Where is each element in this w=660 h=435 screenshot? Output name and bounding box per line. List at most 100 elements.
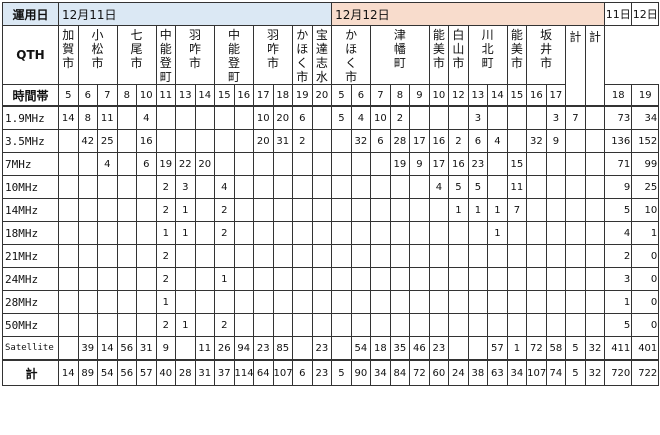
band-label: 24MHz: [2, 267, 59, 291]
qso-count-cell: [77, 221, 98, 245]
qso-count-cell: 1: [448, 198, 469, 222]
qso-count-cell: 23: [311, 359, 333, 386]
qso-count-cell: [233, 105, 254, 130]
qth-cell: 小松市: [77, 25, 118, 85]
qso-count-cell: [428, 221, 450, 245]
band-row: 18MHz 1 1 2 1 4 1: [2, 221, 660, 245]
qso-count-cell: [409, 290, 430, 314]
qth-name: 宝達志水: [315, 28, 328, 84]
hour-cell: 6: [350, 84, 372, 107]
qso-count-cell: [331, 152, 352, 176]
qso-count-cell: 17: [409, 129, 430, 153]
qso-count-cell: 3: [467, 105, 489, 130]
qso-count-cell: [311, 129, 333, 153]
qso-count-cell: [584, 175, 606, 199]
qso-count-cell: [194, 175, 215, 199]
qso-count-cell: [194, 313, 215, 337]
qso-count-cell: 58: [545, 336, 567, 361]
qth-cell: 白山市: [448, 25, 469, 85]
qso-count-cell: [194, 105, 215, 130]
qso-count-cell: 1: [214, 267, 235, 291]
hour-cell: 9: [409, 84, 430, 107]
qso-count-cell: 34: [370, 359, 391, 386]
hour-row: 時間帯 5 6 7 8 10 11 13 14 15 16 17 18 19 20 5 6 7 8 9 10 12 13 1…: [2, 84, 660, 107]
qso-count-cell: [58, 152, 79, 176]
qso-count-cell: 54: [97, 359, 118, 386]
qso-count-cell: [253, 152, 274, 176]
qso-count-cell: 20: [253, 129, 274, 153]
qso-count-cell: [565, 290, 586, 314]
qso-count-cell: 84: [389, 359, 411, 386]
qso-count-cell: [272, 290, 293, 314]
qso-count-cell: 2: [448, 129, 469, 153]
qso-count-cell: [58, 290, 79, 314]
qso-count-cell: [565, 175, 586, 199]
qso-count-cell: 4: [97, 152, 118, 176]
qso-count-cell: 16: [448, 152, 469, 176]
qso-count-cell: [467, 221, 489, 245]
qso-count-cell: 6: [467, 129, 489, 153]
qso-count-cell: [77, 152, 98, 176]
hour-cell: 7: [97, 84, 118, 107]
qso-count-cell: [565, 129, 586, 153]
hour-cell: 20: [311, 84, 333, 107]
qso-count-cell: 11: [506, 175, 528, 199]
qth-name: かほく市: [296, 28, 309, 84]
qso-count-cell: [272, 152, 293, 176]
total-dec11-cell: 411: [604, 336, 633, 361]
qso-count-cell: [58, 267, 79, 291]
qso-count-cell: 32: [526, 129, 547, 153]
qso-count-cell: [389, 198, 411, 222]
qso-count-cell: 72: [526, 336, 547, 361]
qso-count-cell: [370, 267, 391, 291]
band-label: 50MHz: [2, 313, 59, 337]
qso-count-cell: [584, 313, 606, 337]
qso-count-cell: [409, 198, 430, 222]
qth-name: 能美市: [510, 28, 523, 70]
qso-count-cell: [194, 290, 215, 314]
qso-count-cell: [272, 221, 293, 245]
qso-count-cell: [545, 152, 567, 176]
band-label: 7MHz: [2, 152, 59, 176]
qso-count-cell: [311, 152, 333, 176]
qso-count-cell: [97, 244, 118, 268]
band-row: 24MHz 2 1 3 0: [2, 267, 660, 291]
qso-count-cell: [253, 221, 274, 245]
qso-count-cell: 2: [155, 267, 176, 291]
qso-count-cell: [350, 290, 372, 314]
qso-count-cell: [506, 313, 528, 337]
qso-count-cell: [448, 105, 469, 130]
qso-count-cell: [214, 129, 235, 153]
qso-count-cell: [175, 129, 196, 153]
qth-name: 七尾市: [130, 28, 143, 70]
qso-count-cell: 34: [506, 359, 528, 386]
total12-date: 12日: [631, 2, 660, 26]
hour-cell: 15: [506, 84, 528, 107]
qso-count-cell: 5: [467, 175, 489, 199]
qso-count-cell: [526, 152, 547, 176]
qso-count-cell: [370, 175, 391, 199]
qth-cell: 坂井市: [526, 25, 567, 85]
qso-count-cell: [292, 152, 313, 176]
qso-count-cell: 6: [370, 129, 391, 153]
qso-count-cell: [233, 313, 254, 337]
qso-count-cell: [116, 175, 137, 199]
qso-count-cell: [97, 221, 118, 245]
qso-count-cell: 2: [214, 313, 235, 337]
qso-count-cell: [194, 129, 215, 153]
qso-count-cell: [526, 290, 547, 314]
hour-cell: 14: [194, 84, 215, 107]
qso-count-cell: 85: [272, 336, 293, 361]
qso-count-cell: 5: [565, 336, 586, 361]
qso-count-cell: [58, 244, 79, 268]
band-row: 21MHz 2 2 0: [2, 244, 660, 268]
qso-count-cell: [389, 244, 411, 268]
hour-cell: 18: [272, 84, 293, 107]
qso-count-cell: [272, 198, 293, 222]
qso-count-cell: [233, 129, 254, 153]
qso-count-cell: 4: [428, 175, 450, 199]
qso-count-cell: [77, 175, 98, 199]
qso-count-cell: [428, 105, 450, 130]
qso-count-cell: [175, 244, 196, 268]
qso-count-cell: [331, 336, 352, 361]
